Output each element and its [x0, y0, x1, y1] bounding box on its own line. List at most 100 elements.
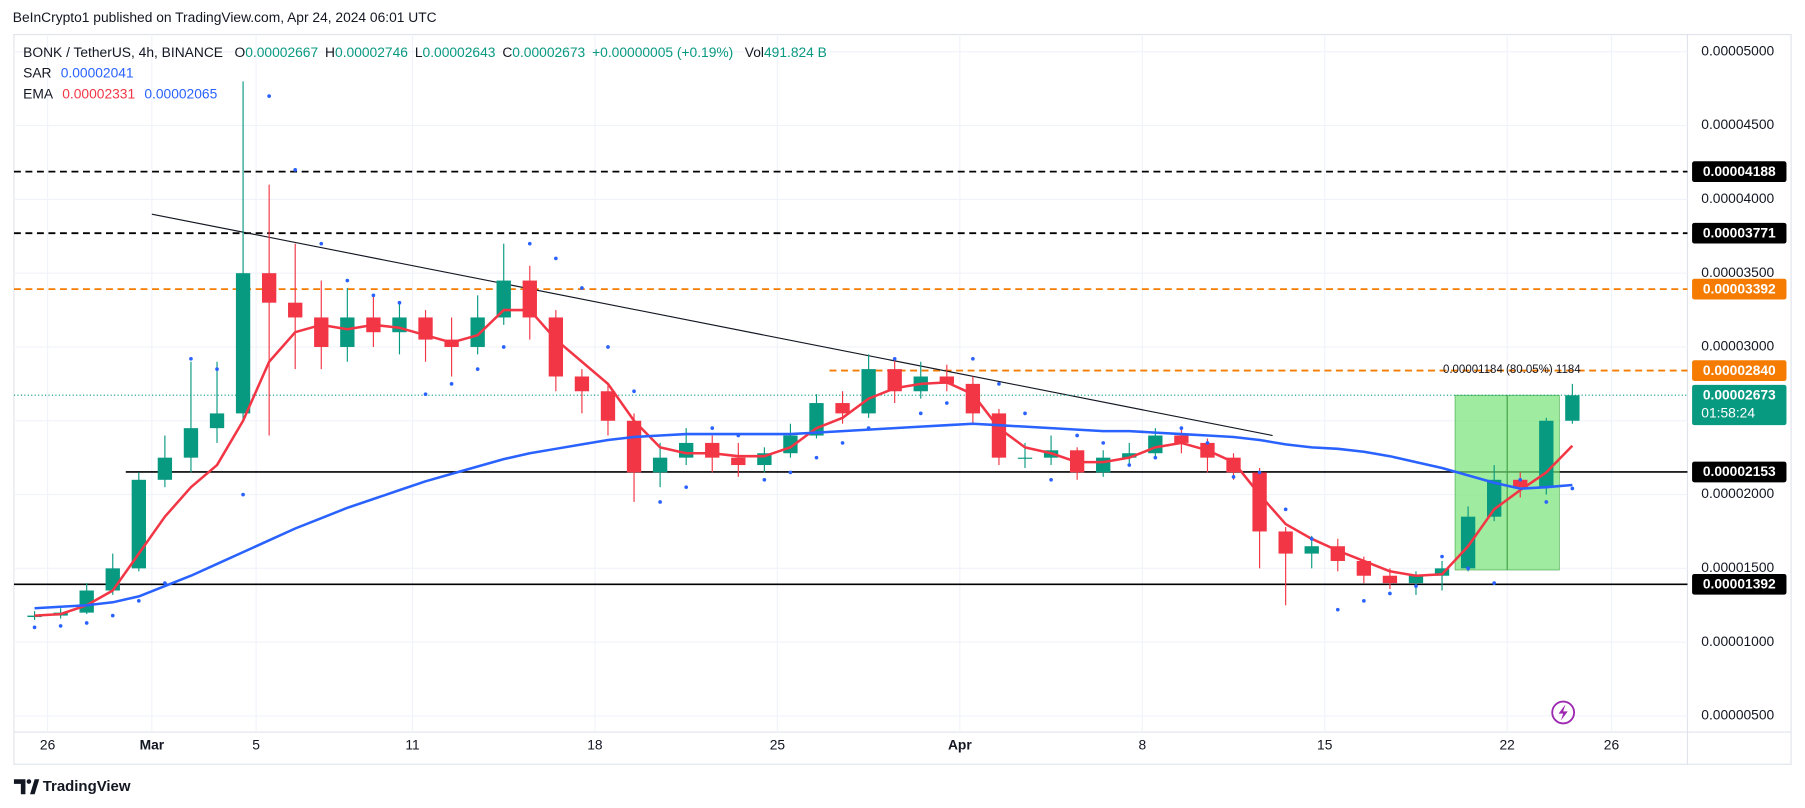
sar-dot: [788, 470, 793, 475]
sar-dot: [527, 241, 532, 246]
sar-dot: [1335, 607, 1340, 612]
candle-body: [261, 273, 277, 303]
sar-dot: [1570, 486, 1575, 491]
candle-body: [27, 615, 42, 618]
legend-line: EMA 0.00002331 0.00002065: [23, 85, 217, 101]
sar-dot: [1231, 475, 1236, 479]
alert-bolt: [1558, 704, 1568, 721]
sar-dot: [475, 367, 480, 371]
sar-dot: [84, 621, 89, 625]
level-badge: [1692, 278, 1787, 300]
sar-dot: [971, 356, 975, 361]
y-tick-label: 0.00004500: [1701, 116, 1774, 132]
candle-body: [1278, 531, 1293, 554]
sar-dot: [397, 300, 402, 305]
indicator-value: 0.00002065: [144, 85, 217, 101]
sar-dot: [736, 433, 741, 438]
y-tick-label: 0.00001500: [1701, 559, 1774, 575]
candle-body: [731, 457, 746, 466]
sar-dot: [554, 256, 558, 261]
sar-dot: [319, 241, 324, 246]
candle-body: [1539, 420, 1554, 488]
logo-mark: [13, 779, 40, 795]
candle-body: [1565, 395, 1580, 421]
sar-dot: [449, 382, 454, 386]
candle-body: [835, 403, 850, 414]
sar-dot: [1388, 591, 1392, 596]
y-tick-label: 0.00000500: [1701, 707, 1774, 723]
publisher: BeInCrypto1 published on TradingView.com…: [13, 9, 437, 25]
sar-dot: [918, 411, 923, 416]
ohlc-value: 0.00002746: [335, 44, 408, 60]
legend-line: BONK / TetherUS, 4h, BINANCE O0.00002667 H…: [23, 44, 827, 60]
candle-body: [131, 479, 146, 569]
x-tick-label: 18: [587, 736, 603, 752]
x-tick-label: Apr: [948, 736, 972, 752]
sar-dot: [1205, 441, 1210, 445]
candle-body: [965, 383, 981, 414]
candle-body: [705, 442, 720, 458]
candle-body: [757, 453, 772, 466]
sar-dot: [1049, 477, 1053, 482]
sar-dot: [580, 286, 584, 290]
candle-body: [861, 369, 876, 414]
sar-dot: [1075, 433, 1079, 438]
sar-dot: [110, 613, 115, 618]
chart-frame: [13, 33, 1792, 765]
price-badge-label: 0.00002673: [1703, 386, 1776, 402]
ohlc-value: 0.00002643: [423, 44, 496, 60]
x-tick-label: 15: [1317, 736, 1333, 752]
candle-body: [340, 317, 355, 347]
sar-dot: [1492, 581, 1497, 585]
brand-name: TradingView: [43, 778, 131, 795]
level-badge-label: 0.00003392: [1703, 280, 1776, 296]
legend-line: SAR 0.00002041: [23, 64, 133, 80]
grid: [13, 34, 1688, 733]
sar-dot: [1153, 455, 1158, 460]
level-badge-label: 0.00002840: [1703, 362, 1776, 378]
sar-dot: [136, 598, 141, 603]
change: +0.00000005 (+0.19%): [592, 44, 733, 60]
candle-body: [1304, 546, 1319, 554]
candle-body: [470, 317, 485, 347]
ema-line: [34, 422, 1573, 610]
candle-body: [522, 280, 537, 318]
candle-body: [1356, 560, 1372, 576]
alert-icon[interactable]: [1551, 700, 1576, 725]
candle-body: [209, 413, 225, 429]
candle-body: [1460, 516, 1476, 569]
volume: 491.824 B: [764, 44, 827, 60]
candle-body: [1408, 575, 1424, 584]
sar-dot: [997, 382, 1001, 386]
sar-dot: [371, 293, 376, 298]
ema-line: [34, 308, 1574, 617]
ohlc-value: 0.00002673: [512, 44, 585, 60]
indicator-name: EMA: [23, 85, 54, 101]
candle-body: [288, 302, 303, 318]
level-badge: [1692, 461, 1787, 483]
sar-dot: [866, 426, 871, 430]
sar-dot: [423, 392, 428, 397]
candle-body: [548, 317, 564, 377]
sar-dot: [1179, 426, 1184, 430]
candle-body: [939, 376, 954, 384]
level-badge-label: 0.00004188: [1703, 163, 1776, 179]
sar-dot: [1466, 566, 1470, 571]
candle-body: [1122, 453, 1137, 458]
candle-body: [626, 420, 642, 473]
level-badge-label: 0.00003771: [1703, 224, 1776, 240]
candle-body: [1096, 457, 1111, 473]
sar-dot: [658, 500, 662, 504]
y-tick-label: 0.00002000: [1701, 485, 1774, 501]
sar-dot: [1414, 584, 1418, 588]
sar-dot: [1023, 411, 1027, 416]
price-badge: [1692, 384, 1787, 426]
candle-body: [1513, 479, 1528, 488]
candle-body: [157, 457, 173, 480]
sar-dot: [241, 492, 245, 497]
alert-ring: [1551, 700, 1576, 725]
candle-body: [1174, 435, 1189, 443]
y-tick-label: 0.00003000: [1701, 338, 1774, 354]
sar-dot: [1440, 554, 1444, 559]
